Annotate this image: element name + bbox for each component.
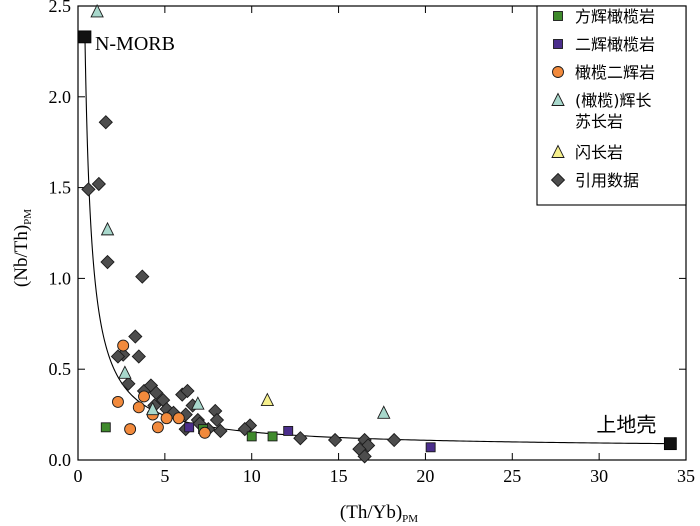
data-point — [327, 432, 343, 448]
legend-marker — [553, 39, 563, 49]
annotation-label: N-MORB — [95, 33, 175, 55]
x-axis-title: (Th/Yb)PM — [340, 502, 418, 525]
data-point — [98, 115, 113, 130]
y-axis-title-main: (Nb/Th) — [11, 225, 32, 287]
x-tick-label: 30 — [590, 466, 608, 486]
legend-marker — [552, 66, 564, 78]
data-point — [283, 425, 294, 436]
annotation-label: 上地壳 — [596, 414, 656, 437]
plot-border — [77, 5, 687, 461]
data-point — [149, 385, 164, 400]
y-tick-label: 1.0 — [49, 268, 72, 288]
legend-label: 橄榄二辉岩 — [575, 63, 655, 82]
legend-marker — [550, 172, 566, 188]
data-point — [387, 432, 402, 448]
endmember-marker — [663, 437, 677, 451]
data-point — [112, 395, 124, 408]
data-point — [81, 182, 96, 197]
y-tick-label: 0.0 — [49, 450, 72, 470]
data-point — [293, 431, 308, 446]
data-point — [145, 401, 160, 416]
endmember-marker — [78, 30, 92, 44]
annotations-layer: N-MORB 上地壳 — [78, 30, 677, 451]
legend-label: 方辉橄榄岩 — [575, 7, 655, 26]
y-tick-label: 1.5 — [49, 178, 72, 198]
data-point — [128, 329, 143, 344]
legend-marker — [553, 11, 563, 21]
data-point — [357, 449, 372, 464]
data-point — [425, 442, 436, 453]
data-point — [132, 401, 145, 414]
data-point — [191, 396, 205, 410]
data-point — [180, 383, 195, 399]
data-point — [260, 392, 275, 407]
data-point — [110, 349, 126, 364]
y-axis-title: (Nb/Th)PM — [11, 209, 34, 287]
x-tick-label: 20 — [416, 466, 434, 486]
legend-marker — [551, 144, 565, 158]
data-point — [198, 426, 211, 439]
data-point — [90, 3, 104, 18]
data-point — [160, 412, 173, 425]
x-tick-label: 25 — [503, 466, 521, 486]
y-axis-title-sub: PM — [22, 209, 34, 225]
x-axis-title-sub: PM — [402, 513, 418, 525]
legend-label: 苏长岩 — [575, 112, 623, 131]
data-points-layer — [81, 3, 436, 464]
x-axis-title-main: (Th/Yb) — [340, 502, 402, 523]
y-tick-label: 0.5 — [49, 359, 72, 379]
data-point — [91, 176, 106, 192]
x-tick-label: 5 — [160, 466, 169, 486]
data-point — [172, 412, 185, 425]
data-point — [213, 423, 228, 439]
data-point — [121, 376, 136, 391]
data-point — [118, 365, 132, 379]
data-point — [100, 221, 115, 236]
x-tick-label: 10 — [243, 466, 261, 486]
data-point — [100, 422, 111, 433]
y-tick-label: 2.5 — [49, 0, 72, 16]
legend-marker — [551, 92, 565, 106]
x-tick-label: 15 — [330, 466, 348, 486]
legend-label: 引用数据 — [575, 171, 639, 190]
y-tick-label: 2.0 — [49, 87, 72, 107]
x-tick-label: 0 — [74, 466, 83, 486]
legend-label: 二辉橄榄岩 — [575, 35, 655, 54]
plot-frame — [77, 5, 687, 461]
data-point — [209, 412, 225, 428]
legend-label: (橄榄)辉长 — [575, 91, 652, 110]
data-point — [124, 423, 137, 436]
data-point — [246, 431, 257, 442]
x-tick-label: 35 — [677, 466, 695, 486]
data-point — [131, 349, 146, 364]
data-point — [184, 422, 195, 433]
data-point — [100, 254, 115, 270]
data-point — [377, 405, 391, 419]
data-point — [117, 339, 130, 352]
data-point — [138, 390, 150, 403]
data-point — [151, 421, 164, 434]
legend-label: 闪长岩 — [575, 143, 623, 162]
tick-labels: 0 5 10 15 20 25 30 35 0.0 0.5 1.0 1.5 2.0 2.5 — [49, 0, 696, 486]
data-point — [267, 431, 278, 442]
data-point — [135, 269, 150, 284]
